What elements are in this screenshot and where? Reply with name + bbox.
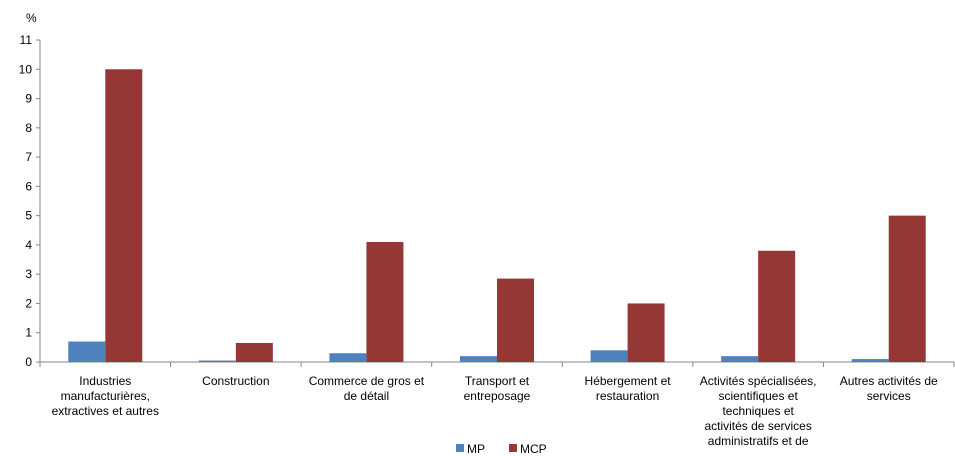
y-tick-label: 11: [20, 33, 33, 47]
y-tick-label: 0: [25, 355, 32, 369]
bar-mcp: [105, 69, 143, 362]
y-tick-label: 3: [25, 267, 32, 281]
bar-mp: [851, 359, 889, 362]
category-label-line: extractives et autres: [52, 404, 159, 418]
y-tick-label: 4: [25, 238, 32, 252]
category-label-line: restauration: [596, 389, 659, 403]
bar-mp: [721, 356, 759, 362]
bar-mcp: [366, 241, 404, 362]
bar-mp: [198, 360, 236, 362]
bar-mp: [590, 350, 628, 362]
legend-label-mcp: MCP: [520, 442, 547, 456]
category-label-line: Autres activités de: [840, 374, 938, 388]
bar-mcp: [235, 342, 273, 362]
y-unit-label: %: [26, 11, 37, 25]
y-tick-label: 2: [25, 296, 32, 310]
legend-swatch-mcp: [509, 444, 517, 452]
category-label-line: scientifiques et: [718, 389, 798, 403]
legend: MP MCP: [456, 442, 547, 456]
bar-mcp: [627, 303, 665, 362]
category-label-line: Activités spécialisées,: [700, 374, 817, 388]
category-label-line: techniques et: [722, 404, 794, 418]
category-label: Activités spécialisées, scientifiques et t…: [700, 374, 817, 448]
bar-mcp: [758, 250, 796, 362]
category-label-line: administratifs et de: [708, 434, 809, 448]
y-tick-label: 7: [25, 150, 32, 164]
bar-mcp: [888, 215, 926, 362]
category-label-line: Commerce de gros et: [309, 374, 425, 388]
bars: [68, 69, 926, 362]
category-labels: Industries manufacturières, extractives et…: [52, 374, 938, 448]
bar-mp: [329, 353, 367, 362]
category-label-line: de détail: [344, 389, 389, 403]
y-tick-label: 1: [25, 326, 32, 340]
category-label-line: services: [867, 389, 911, 403]
bar-mp: [460, 356, 497, 362]
category-label-line: Construction: [202, 374, 269, 388]
category-label: Hébergement et restauration: [585, 374, 672, 403]
category-label: Commerce de gros et de détail: [309, 374, 425, 403]
y-tick-label: 9: [25, 92, 32, 106]
category-label: Autres activités de services: [840, 374, 938, 403]
bar-mp: [68, 341, 106, 362]
x-axis: [39, 361, 955, 367]
y-tick-label: 8: [25, 121, 32, 135]
category-label: Transport et entreposage: [464, 374, 531, 403]
category-label-line: entreposage: [464, 389, 531, 403]
legend-label-mp: MP: [467, 442, 485, 456]
y-tick-label: 5: [25, 209, 32, 223]
legend-swatch-mp: [456, 444, 464, 452]
category-label: Industries manufacturières, extractives et…: [52, 374, 159, 418]
bar-mcp: [497, 278, 534, 362]
category-label-line: activités de services: [704, 419, 811, 433]
y-axis: 0 1 2 3 4 5 6 7 8 9 10 11: [19, 33, 41, 369]
category-label-line: Transport et: [465, 374, 530, 388]
category-label-line: Hébergement et: [585, 374, 672, 388]
category-label-line: Industries: [79, 374, 131, 388]
category-label-line: manufacturières,: [61, 389, 150, 403]
y-tick-label: 6: [25, 179, 32, 193]
category-label: Construction: [202, 374, 269, 388]
y-tick-label: 10: [19, 62, 33, 76]
